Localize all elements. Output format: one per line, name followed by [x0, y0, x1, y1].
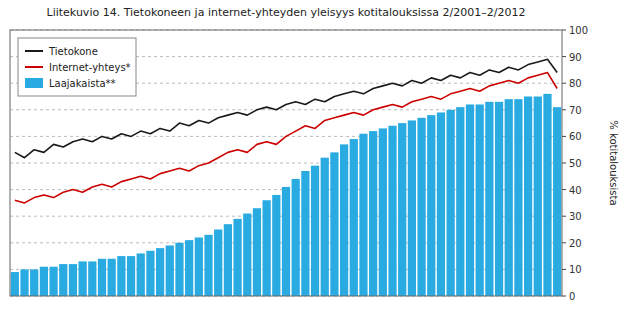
- bar: [437, 112, 445, 296]
- bar: [534, 97, 542, 297]
- bar: [388, 126, 396, 296]
- bar-series: [11, 94, 562, 296]
- bar: [20, 269, 28, 296]
- title: Liitekuvio 14. Tietokoneen ja internet-y…: [47, 6, 526, 19]
- bar: [311, 166, 319, 296]
- bar: [195, 237, 203, 296]
- tick-label: 60: [569, 131, 582, 142]
- tick-mark: [562, 189, 566, 190]
- bar: [88, 261, 96, 296]
- tick-mark: [562, 269, 566, 270]
- bar: [456, 107, 464, 296]
- bar: [40, 267, 48, 296]
- bar: [427, 115, 435, 296]
- tick-mark: [562, 163, 566, 164]
- bar: [272, 195, 280, 296]
- bar: [214, 230, 222, 297]
- tick-label: 40: [569, 185, 582, 196]
- bar: [30, 269, 38, 296]
- bar: [243, 214, 251, 296]
- tick-label: 70: [569, 105, 582, 116]
- bar: [253, 208, 261, 296]
- tick-label: 100: [569, 25, 588, 36]
- tick-label: 80: [569, 78, 582, 89]
- bar: [514, 99, 522, 296]
- bar: [282, 187, 290, 296]
- legend-swatch: [25, 50, 43, 52]
- legend-label: Tietokone: [48, 46, 98, 57]
- bar: [224, 224, 232, 296]
- bar: [49, 267, 57, 296]
- tick-mark: [562, 109, 566, 110]
- legend-label: Laajakaista**: [49, 78, 116, 89]
- bar: [263, 200, 271, 296]
- tick-mark: [562, 296, 566, 297]
- bar: [79, 261, 87, 296]
- tick-mark: [562, 242, 566, 243]
- bar: [108, 259, 116, 296]
- bar: [359, 134, 367, 296]
- tick-label: 90: [569, 52, 582, 63]
- tick-mark: [562, 136, 566, 137]
- bar: [127, 256, 135, 296]
- tick-mark: [562, 30, 566, 31]
- bar: [485, 102, 493, 296]
- bar: [117, 256, 125, 296]
- bar: [379, 128, 387, 296]
- tick-mark: [562, 216, 566, 217]
- legend-label: Internet-yhteys*: [49, 62, 131, 73]
- bar: [447, 110, 455, 296]
- bar: [69, 264, 77, 296]
- bar: [495, 102, 503, 296]
- bar: [369, 131, 377, 296]
- bar: [321, 158, 329, 296]
- bar: [204, 235, 212, 296]
- plot-frame: [10, 30, 562, 296]
- bar: [466, 104, 474, 296]
- legend-box: [18, 38, 136, 96]
- bar: [146, 251, 154, 296]
- tick-mark: [562, 83, 566, 84]
- bar: [301, 171, 309, 296]
- axis-label: % kotitalouksista: [608, 120, 619, 205]
- bar: [330, 152, 338, 296]
- bar: [543, 94, 551, 296]
- chart: Liitekuvio 14. Tietokoneen ja internet-y…: [0, 0, 624, 310]
- bar: [553, 107, 561, 296]
- tick-label: 20: [569, 238, 582, 249]
- tick-label: 50: [569, 158, 582, 169]
- tick-label: 30: [569, 211, 582, 222]
- bar: [408, 120, 416, 296]
- grid: [10, 30, 562, 296]
- bar: [524, 97, 532, 297]
- bar: [156, 248, 164, 296]
- legend-swatch: [25, 78, 43, 88]
- bar: [350, 139, 358, 296]
- bar: [233, 219, 241, 296]
- y-axis: 0 10 20 30 40 50 60 70 80 90 100: [562, 25, 588, 302]
- bar: [398, 123, 406, 296]
- legend: Tietokone Internet-yhteys* Laajakaista**: [18, 38, 136, 96]
- tick-label: 0: [569, 291, 575, 302]
- bar: [166, 245, 174, 296]
- bar: [175, 243, 183, 296]
- bar: [505, 99, 513, 296]
- bar: [59, 264, 67, 296]
- tick-label: 10: [569, 264, 582, 275]
- bar: [11, 272, 19, 296]
- legend-swatch: [25, 66, 43, 68]
- bar: [292, 179, 300, 296]
- bar: [185, 240, 193, 296]
- tick-mark: [562, 56, 566, 57]
- bar: [340, 144, 348, 296]
- bar: [137, 253, 145, 296]
- bar: [417, 118, 425, 296]
- bar: [476, 104, 484, 296]
- bar: [98, 259, 106, 296]
